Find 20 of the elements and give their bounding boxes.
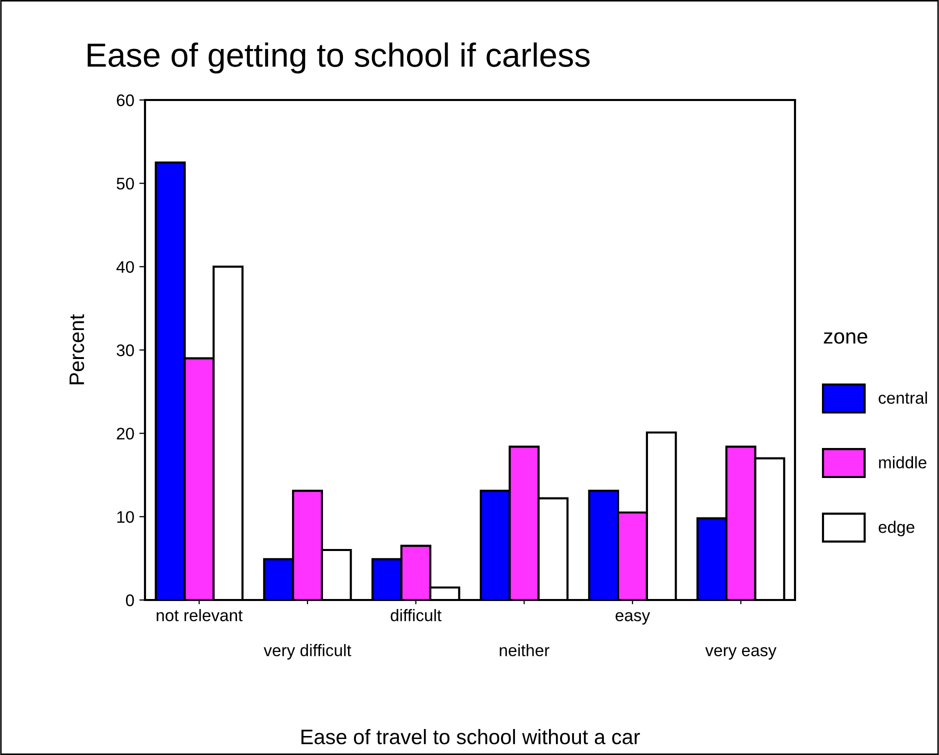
legend-label: middle	[879, 456, 926, 468]
y-tick-label: 60	[116, 94, 134, 106]
x-tick-label: very difficult	[264, 644, 352, 660]
y-axis-title: Percent	[70, 314, 84, 384]
x-tick-label: difficult	[390, 609, 442, 622]
legend-title: zone	[824, 332, 868, 344]
chart-title: Ease of getting to school if carless	[88, 42, 590, 74]
x-tick-label: very easy	[705, 647, 776, 660]
x-axis-title: Ease of travel to school without a car	[301, 729, 640, 744]
y-tick-label: 50	[116, 178, 134, 190]
y-tick-label: 40	[116, 261, 134, 273]
y-tick-label: 10	[117, 511, 134, 523]
x-tick-label: easy	[616, 612, 650, 625]
y-tick-label: 0	[126, 594, 134, 606]
y-tick-label: 30	[116, 344, 134, 356]
legend-label: central	[878, 392, 927, 404]
legend-label: edge	[878, 520, 914, 536]
x-tick-label: not relevant	[156, 609, 243, 622]
x-tick-label: neither	[500, 644, 550, 656]
y-tick-label: 20	[116, 428, 134, 440]
